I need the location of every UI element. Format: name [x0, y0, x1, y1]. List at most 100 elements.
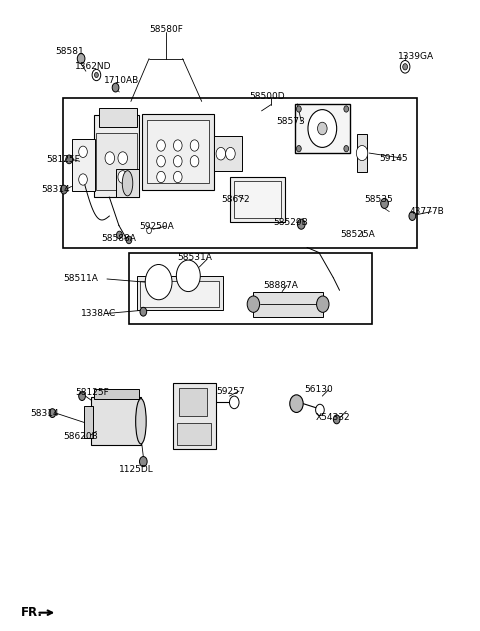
- Circle shape: [157, 156, 165, 167]
- Circle shape: [316, 404, 324, 416]
- Bar: [137, 276, 223, 310]
- Circle shape: [290, 395, 303, 413]
- Circle shape: [381, 198, 388, 208]
- Text: 1362ND: 1362ND: [75, 62, 111, 71]
- Circle shape: [77, 54, 85, 64]
- Circle shape: [176, 260, 200, 292]
- Circle shape: [60, 185, 67, 194]
- Circle shape: [140, 457, 147, 466]
- Text: 58620B: 58620B: [63, 432, 97, 441]
- Circle shape: [356, 146, 368, 161]
- Bar: [91, 398, 141, 445]
- Bar: [116, 169, 140, 197]
- Text: 1710AB: 1710AB: [104, 76, 139, 85]
- Text: 58125F: 58125F: [75, 388, 108, 397]
- Bar: [84, 406, 93, 439]
- Bar: [253, 292, 323, 317]
- Circle shape: [118, 171, 128, 183]
- Circle shape: [105, 152, 115, 165]
- Circle shape: [403, 64, 408, 70]
- Circle shape: [95, 73, 98, 78]
- Text: 58580F: 58580F: [149, 25, 183, 33]
- Circle shape: [145, 264, 172, 300]
- Text: 58887A: 58887A: [263, 281, 298, 290]
- Bar: [94, 115, 140, 197]
- Circle shape: [226, 148, 235, 160]
- Circle shape: [92, 69, 101, 81]
- Text: 58525A: 58525A: [340, 230, 375, 239]
- Circle shape: [318, 122, 327, 135]
- Circle shape: [247, 296, 260, 312]
- Circle shape: [308, 110, 336, 148]
- Circle shape: [297, 146, 301, 152]
- Circle shape: [216, 148, 226, 160]
- Text: 58588A: 58588A: [101, 233, 136, 242]
- Circle shape: [400, 61, 410, 73]
- Circle shape: [147, 227, 152, 233]
- Circle shape: [49, 409, 56, 418]
- Bar: [96, 133, 137, 189]
- Circle shape: [79, 174, 87, 185]
- Text: 58314: 58314: [30, 409, 59, 418]
- Text: 58581: 58581: [56, 47, 84, 56]
- Circle shape: [112, 83, 119, 92]
- Circle shape: [179, 263, 198, 288]
- Bar: [214, 136, 242, 171]
- Circle shape: [157, 172, 165, 182]
- Text: X54332: X54332: [316, 413, 350, 422]
- Circle shape: [173, 156, 182, 167]
- Bar: [357, 134, 367, 172]
- Circle shape: [79, 146, 87, 158]
- Circle shape: [297, 106, 301, 112]
- Bar: [179, 388, 207, 416]
- Circle shape: [190, 140, 199, 151]
- Text: 58531A: 58531A: [178, 253, 213, 262]
- Text: FR.: FR.: [21, 606, 43, 619]
- Bar: [234, 181, 281, 218]
- Circle shape: [140, 307, 147, 316]
- Circle shape: [409, 211, 416, 220]
- Bar: [141, 281, 219, 307]
- Bar: [177, 423, 211, 445]
- Circle shape: [190, 156, 199, 167]
- Text: 56130: 56130: [305, 386, 334, 394]
- Bar: [295, 104, 350, 153]
- Circle shape: [173, 172, 182, 182]
- Text: 58529B: 58529B: [274, 218, 308, 227]
- Circle shape: [79, 392, 85, 401]
- Bar: [129, 252, 372, 324]
- Circle shape: [148, 268, 169, 297]
- Bar: [99, 108, 137, 127]
- Text: 58672: 58672: [221, 194, 250, 204]
- Circle shape: [66, 155, 72, 164]
- Ellipse shape: [122, 171, 133, 196]
- Text: 1125DL: 1125DL: [120, 465, 154, 475]
- Circle shape: [126, 236, 132, 244]
- Text: 58511A: 58511A: [63, 274, 98, 283]
- Text: 58500D: 58500D: [250, 92, 285, 101]
- Circle shape: [298, 219, 305, 229]
- Circle shape: [118, 152, 128, 165]
- Circle shape: [173, 140, 182, 151]
- Bar: [230, 177, 286, 222]
- Circle shape: [344, 146, 348, 152]
- Text: 1339GA: 1339GA: [398, 52, 434, 61]
- Circle shape: [229, 396, 239, 409]
- Circle shape: [317, 296, 329, 312]
- Circle shape: [117, 231, 122, 239]
- Bar: [142, 114, 214, 189]
- Circle shape: [157, 140, 165, 151]
- Text: 1338AC: 1338AC: [81, 309, 116, 318]
- Ellipse shape: [136, 399, 146, 444]
- Circle shape: [333, 415, 340, 424]
- Circle shape: [344, 106, 348, 112]
- Bar: [63, 98, 417, 247]
- Text: 59250A: 59250A: [140, 221, 174, 230]
- Text: 58535: 58535: [364, 194, 393, 204]
- Text: 59145: 59145: [379, 153, 408, 163]
- Text: 43777B: 43777B: [410, 207, 444, 216]
- Bar: [147, 121, 209, 183]
- Bar: [94, 389, 140, 399]
- Bar: [72, 139, 96, 191]
- Text: 58573: 58573: [276, 117, 305, 126]
